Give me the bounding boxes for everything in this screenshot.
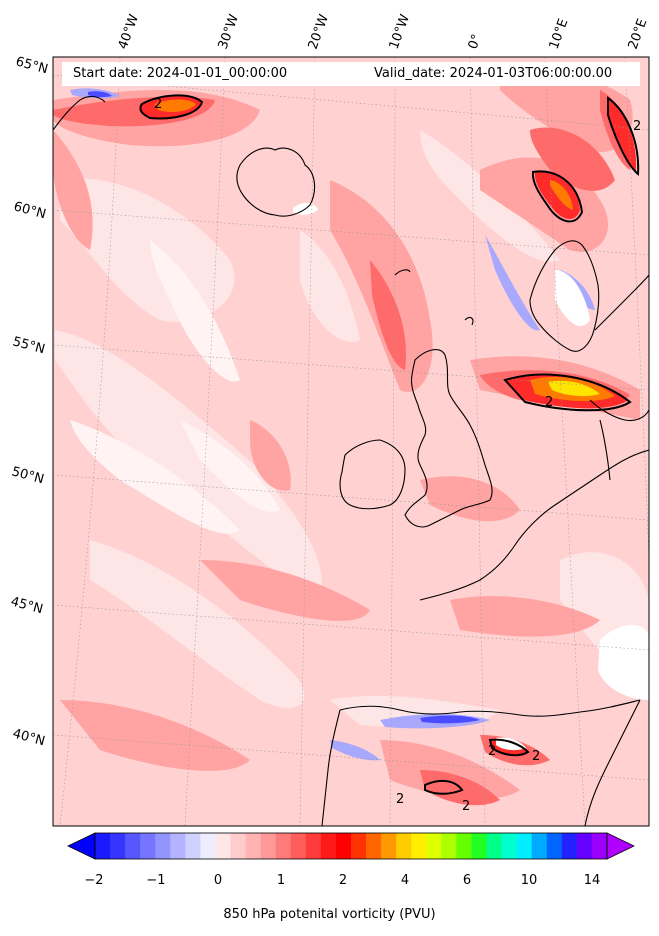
colorbar-cell: [351, 833, 367, 859]
lat-label: 55°N: [11, 334, 47, 357]
colorbar-tick: 4: [401, 873, 409, 888]
colorbar-cell: [576, 833, 593, 859]
colorbar-cell: [320, 833, 337, 859]
iceland-coastline: [236, 147, 316, 217]
colorbar-cell: [335, 833, 352, 859]
colorbar-ticks: −2 −1 0 1 2 4 6 10 14: [84, 873, 600, 888]
colorbar-cell: [516, 833, 533, 859]
portugal-coastline: [321, 709, 341, 826]
pv-2-contours: [139, 94, 640, 795]
lat-label: 45°N: [9, 594, 45, 617]
lon-label: 0°: [466, 32, 485, 51]
colorbar-cell: [381, 833, 397, 859]
colorbar-cell: [501, 833, 518, 859]
coastlines: [53, 95, 649, 826]
colorbar-cell: [95, 833, 111, 859]
colorbar-cell: [456, 833, 472, 859]
contour-label: 2: [545, 395, 553, 410]
colorbar-cell: [486, 833, 502, 859]
colorbar-cell: [366, 833, 382, 859]
colorbar-cell: [230, 833, 246, 859]
pv-field: 2 2 2 2 2 2 2: [53, 57, 649, 826]
colorbar-cell: [245, 833, 262, 859]
colorbar-tick: 2: [339, 873, 347, 888]
colorbar-cell: [275, 833, 292, 859]
colorbar-tick: 14: [584, 873, 601, 888]
strong-negative-pv-regions: [88, 91, 480, 724]
valid-date: Valid_date: 2024-01-03T06:00:00.00: [374, 66, 613, 81]
norway-coastline: [529, 240, 600, 352]
contour-label: 2: [488, 744, 496, 759]
faroe-coastline: [464, 316, 474, 326]
colorbar-cell: [471, 833, 487, 859]
near-zero-regions: [70, 240, 280, 534]
france-coastline: [419, 449, 649, 601]
greenland-coastline: [53, 95, 106, 131]
lat-label: 40°N: [11, 726, 47, 749]
colorbar-cell: [290, 833, 307, 859]
lon-label: 10°E: [547, 17, 572, 52]
colorbar-cell: [531, 833, 548, 859]
colorbar: −2 −1 0 1 2 4 6 10 14: [67, 832, 635, 888]
colorbar-cell: [546, 833, 563, 859]
header-band: [62, 62, 640, 86]
latitude-labels: 65°N 60°N 55°N 50°N 45°N 40°N: [9, 54, 50, 749]
colorbar-cell: [200, 833, 216, 859]
colorbar-cell: [591, 833, 608, 859]
colorbar-cell: [305, 833, 322, 859]
colorbar-tick: 1: [277, 873, 285, 888]
contour-label: 2: [396, 792, 404, 807]
contour-label: 2: [154, 97, 162, 112]
lat-label: 60°N: [12, 199, 48, 222]
colorbar-cells: [95, 833, 608, 859]
colorbar-tick: −2: [84, 873, 103, 888]
colorbar-cell: [396, 833, 412, 859]
colorbar-cell: [426, 833, 442, 859]
lat-label: 65°N: [14, 54, 50, 77]
colorbar-cell: [215, 833, 231, 859]
colorbar-tick: −1: [146, 873, 165, 888]
colorbar-cell: [125, 833, 141, 859]
colorbar-label: 850 hPa potenital vorticity (PVU): [223, 907, 436, 922]
contour-label: 2: [532, 749, 540, 764]
shetland-coastline: [394, 269, 411, 276]
colorbar-tick: 0: [214, 873, 222, 888]
great-britain-coastline: [404, 349, 493, 528]
colorbar-under-arrow: [67, 832, 96, 860]
lat-label: 50°N: [10, 464, 46, 487]
graticule: [53, 57, 649, 826]
colorbar-cell: [155, 833, 171, 859]
contour-label: 2: [633, 119, 641, 134]
iberia-north-coastline: [339, 699, 641, 717]
colorbar-tick: 6: [463, 873, 471, 888]
lon-label: 10°W: [387, 12, 413, 51]
lon-label: 20°W: [306, 12, 332, 51]
map-frame: [52, 56, 650, 827]
sweden-coastline: [594, 274, 649, 331]
spain-east-coastline: [584, 699, 641, 826]
germany-coastline: [599, 419, 611, 481]
colorbar-cell: [411, 833, 427, 859]
colorbar-cell: [260, 833, 277, 859]
colorbar-cell: [170, 833, 186, 859]
start-date: Start date: 2024-01-01_00:00:00: [73, 66, 288, 81]
contour-labels: 2 2 2 2 2 2 2: [154, 97, 641, 814]
colorbar-cell: [110, 833, 126, 859]
colorbar-over-arrow: [606, 832, 635, 860]
colorbar-cell: [140, 833, 156, 859]
lon-label: 30°W: [216, 12, 242, 51]
colorbar-cell: [561, 833, 578, 859]
colorbar-tick: 10: [521, 873, 538, 888]
longitude-labels: 40°W 30°W 20°W 10°W 0° 10°E 20°E: [116, 12, 651, 51]
contour-label: 2: [462, 799, 470, 814]
lon-label: 20°E: [626, 17, 651, 52]
denmark-coastline: [589, 399, 649, 422]
colorbar-outline: [94, 832, 608, 860]
colorbar-cell: [185, 833, 201, 859]
ireland-coastline: [339, 439, 406, 510]
colorbar-cell: [441, 833, 457, 859]
lon-label: 40°W: [116, 12, 142, 51]
